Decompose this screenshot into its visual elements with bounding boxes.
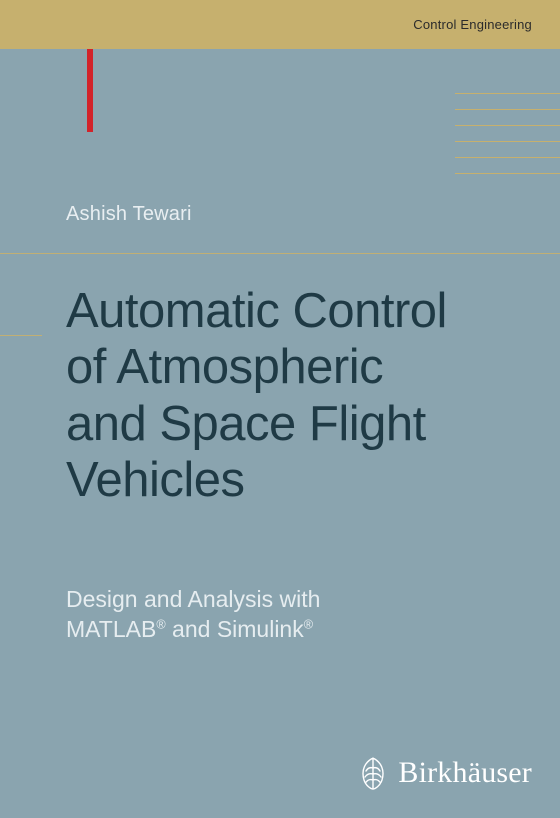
rule-line — [455, 93, 560, 94]
subtitle-tool2: Simulink — [217, 616, 304, 642]
accent-red-bar — [87, 49, 93, 132]
subtitle-mid: and — [166, 616, 217, 642]
book-subtitle: Design and Analysis with MATLAB® and Sim… — [66, 585, 486, 645]
subtitle-pre: Design and Analysis with — [66, 586, 320, 612]
title-line: Vehicles — [66, 453, 245, 507]
title-line: and Space Flight — [66, 397, 426, 451]
horizontal-divider — [0, 253, 560, 254]
rule-line — [455, 157, 560, 158]
left-tick-line — [0, 335, 42, 336]
series-label: Control Engineering — [413, 17, 532, 32]
registered-mark: ® — [304, 617, 313, 631]
rule-line — [455, 141, 560, 142]
book-cover: Control Engineering Ashish Tewari Automa… — [0, 0, 560, 818]
publisher-block: Birkhäuser — [358, 756, 532, 790]
title-line: of Atmospheric — [66, 340, 383, 394]
subtitle-tool1: MATLAB — [66, 616, 156, 642]
publisher-name: Birkhäuser — [398, 756, 532, 790]
book-title: Automatic Control of Atmospheric and Spa… — [66, 283, 506, 508]
rule-line — [455, 173, 560, 174]
leaf-icon — [358, 756, 388, 790]
rule-lines — [455, 93, 560, 189]
title-line: Automatic Control — [66, 284, 447, 338]
author-name: Ashish Tewari — [66, 203, 192, 226]
rule-line — [455, 125, 560, 126]
registered-mark: ® — [156, 617, 165, 631]
rule-line — [455, 109, 560, 110]
